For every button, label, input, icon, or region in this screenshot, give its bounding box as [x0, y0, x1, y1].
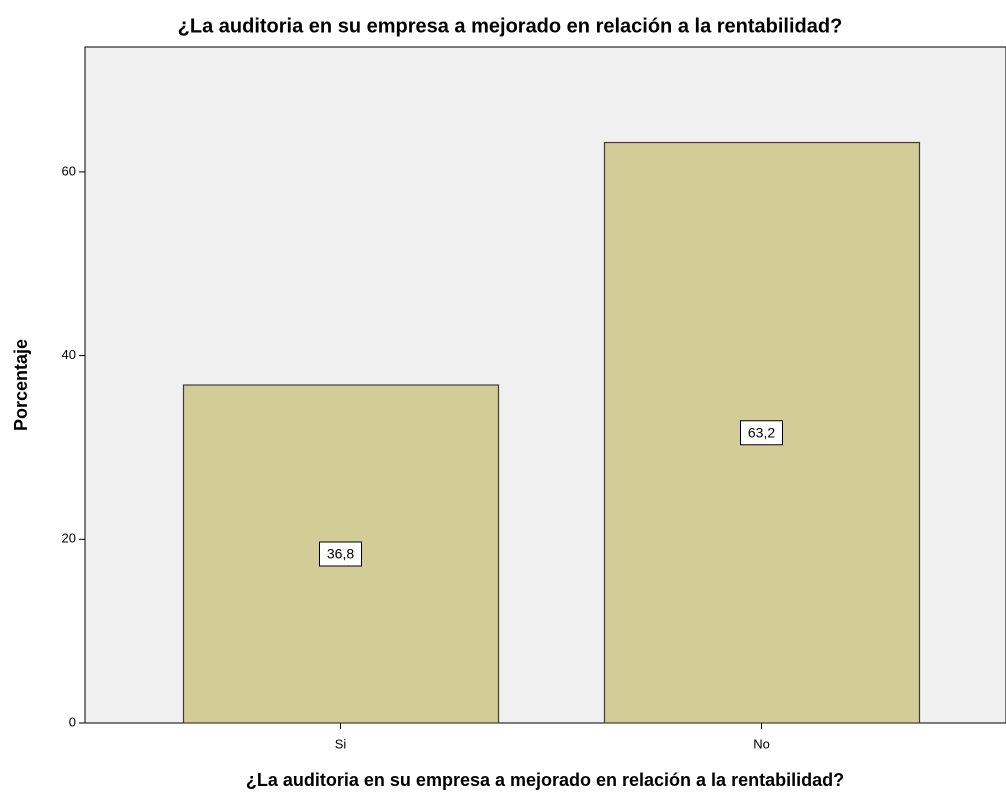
x-tick-label: No	[753, 736, 770, 751]
value-label-box	[740, 420, 783, 446]
y-tick-label: 40	[62, 347, 76, 362]
y-tick-label: 20	[62, 531, 76, 546]
x-axis-label: ¿La auditoria en su empresa a mejorado e…	[246, 770, 844, 790]
value-label: 63,2	[748, 424, 775, 440]
chart-title: ¿La auditoria en su empresa a mejorado e…	[178, 15, 843, 37]
bar	[182, 384, 500, 724]
value-label-box	[319, 541, 362, 567]
x-tick-label: Si	[335, 736, 347, 751]
y-tick-label: 60	[62, 163, 76, 178]
y-axis-label: Porcentaje	[11, 339, 31, 431]
value-label: 36,8	[327, 546, 354, 562]
y-tick-label: 0	[69, 714, 76, 729]
